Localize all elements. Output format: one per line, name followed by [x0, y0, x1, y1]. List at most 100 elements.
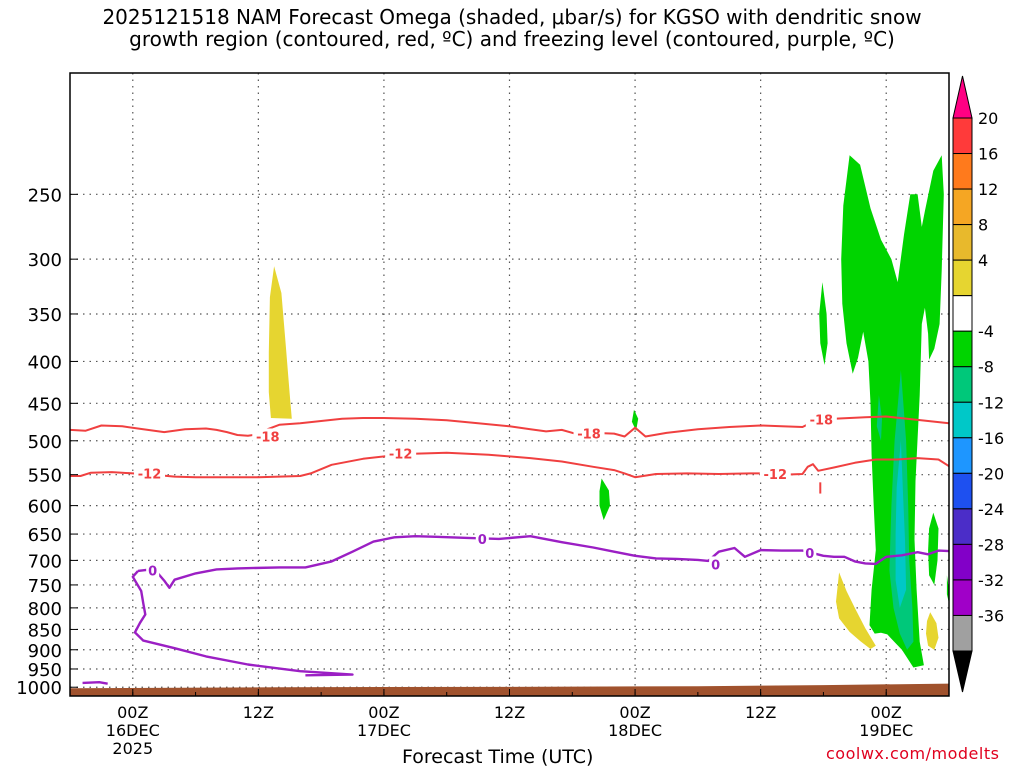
- colorbar-label: -32: [978, 571, 1004, 590]
- colorbar-top-arrow: [952, 75, 973, 119]
- title-line-2: growth region (contoured, red, ºC) and f…: [129, 27, 895, 51]
- contour-fragment: [82, 681, 108, 685]
- colorbar-label: -12: [978, 393, 1004, 412]
- contour-label: -18: [256, 430, 280, 445]
- y-tick-label: 850: [28, 620, 62, 641]
- contour-label: -12: [764, 468, 788, 483]
- x-tick-label: 2025: [112, 739, 153, 758]
- chart-title: 2025121518 NAM Forecast Omega (shaded, μ…: [0, 6, 1024, 50]
- colorbar-segment: [952, 330, 973, 368]
- y-tick-label: 300: [28, 250, 62, 271]
- colorbar-label: 4: [978, 251, 988, 270]
- contour-label-bg: [475, 530, 489, 546]
- contour-label-bg: [146, 562, 160, 578]
- omega-shading: [268, 155, 949, 668]
- colorbar-bottom-arrow: [952, 650, 973, 693]
- y-tick-label: 800: [28, 599, 62, 620]
- x-tick-label: 16DEC: [106, 721, 160, 740]
- y-tick-label: 350: [28, 305, 62, 326]
- colorbar-segment: [952, 117, 973, 155]
- colorbar: 20 16 12 8 4 -4 -8 -12 -16 -20 -24 -28 -32 -36: [952, 75, 1004, 693]
- colorbar-segment: [952, 543, 973, 581]
- contour-label: 0: [805, 547, 814, 562]
- colorbar-label: 8: [978, 216, 988, 235]
- x-tick-label: 12Z: [745, 703, 776, 722]
- omega-region-3: [926, 612, 939, 650]
- site-credit: coolwx.com/modelts: [826, 744, 1000, 763]
- omega-region-0: [268, 266, 292, 419]
- y-axis-ticks: 2503003504004505005506006507007508008509…: [16, 185, 78, 699]
- colorbar-segment: [952, 295, 973, 332]
- contour-label-bg: [385, 445, 417, 461]
- omega-region-12: [876, 395, 882, 441]
- y-tick-label: 400: [28, 352, 62, 373]
- omega-region-1: [836, 572, 876, 649]
- contour-line-0: [69, 415, 950, 438]
- colorbar-label: -8: [978, 358, 994, 377]
- title-line-1: 2025121518 NAM Forecast Omega (shaded, μ…: [102, 5, 922, 29]
- x-tick-label: 19DEC: [859, 721, 913, 740]
- colorbar-label: -28: [978, 535, 1004, 554]
- y-tick-label: 250: [28, 185, 62, 206]
- x-tick-label: 17DEC: [357, 721, 411, 740]
- y-tick-label: 900: [28, 641, 62, 662]
- y-tick-label: 700: [28, 551, 62, 572]
- contour-label: -12: [389, 447, 413, 462]
- y-tick-label: 750: [28, 576, 62, 597]
- colorbar-label: 16: [978, 145, 998, 164]
- colorbar-segment: [952, 437, 973, 474]
- x-tick-label: 12Z: [494, 703, 525, 722]
- contour-line-1: [70, 451, 950, 479]
- colorbar-label: 12: [978, 180, 998, 199]
- contour-label-bg: [759, 466, 791, 482]
- y-tick-label: 500: [28, 432, 62, 453]
- x-tick-label: 00Z: [117, 703, 148, 722]
- plot-background: [70, 73, 949, 696]
- colorbar-label: -36: [978, 606, 1004, 625]
- colorbar-label: -24: [978, 500, 1004, 519]
- colorbar-segment: [952, 614, 973, 652]
- contour-label-bg: [134, 465, 166, 481]
- y-tick-label: 650: [28, 525, 62, 546]
- contour-label: -12: [138, 467, 162, 482]
- colorbar-segment: [952, 188, 973, 226]
- contour-line-3: [131, 570, 354, 677]
- contour-label-bg: [805, 411, 837, 427]
- y-tick-label: 450: [28, 394, 62, 415]
- omega-region-6: [631, 409, 639, 431]
- colorbar-label: 20: [978, 109, 998, 128]
- colorbar-label: -20: [978, 464, 1004, 483]
- colorbar-label: -16: [978, 429, 1004, 448]
- x-tick-label: 00Z: [871, 703, 902, 722]
- y-tick-label: 950: [28, 660, 62, 681]
- omega-region-7: [599, 478, 610, 521]
- omega-region-11: [895, 440, 907, 608]
- colorbar-segment: [952, 153, 973, 190]
- contour-label: -18: [810, 414, 834, 429]
- y-tick-label: 600: [28, 497, 62, 518]
- colorbar-segment: [952, 259, 973, 297]
- contour-label-bg: [709, 556, 723, 572]
- x-axis-title: Forecast Time (UTC): [402, 746, 594, 768]
- y-tick-label: 1000: [16, 678, 62, 699]
- contour-label: 0: [711, 558, 720, 573]
- x-tick-label: 00Z: [368, 703, 399, 722]
- y-tick-label: 550: [28, 466, 62, 487]
- x-tick-label: 00Z: [619, 703, 650, 722]
- contour-label: -18: [577, 428, 601, 443]
- x-tick-label: 18DEC: [608, 721, 662, 740]
- colorbar-segment: [952, 508, 973, 545]
- omega-region-5: [819, 282, 828, 365]
- contour-label-bg: [803, 545, 817, 561]
- colorbar-segment: [952, 366, 973, 403]
- omega-region-4: [841, 155, 944, 668]
- contour-label-bg: [573, 425, 605, 441]
- contour-line-2: [137, 535, 950, 589]
- contour-label: 0: [478, 533, 487, 548]
- colorbar-segment: [952, 472, 973, 510]
- colorbar-label: -4: [978, 322, 994, 341]
- contour-label: 0: [148, 564, 157, 579]
- colorbar-segment: [952, 401, 973, 439]
